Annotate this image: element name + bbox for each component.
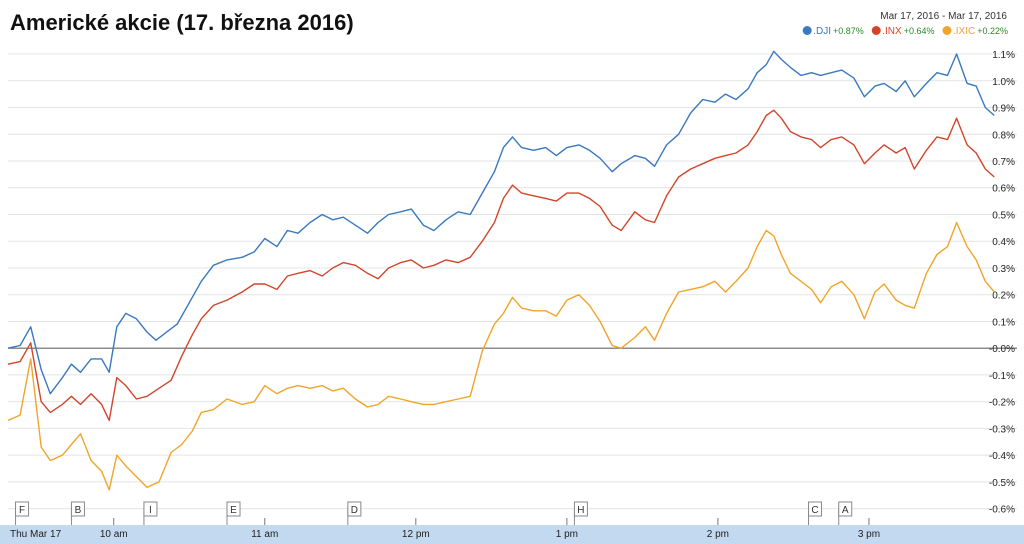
event-flag-box (143, 501, 158, 517)
event-flag-box (347, 501, 362, 517)
y-tick-label: 0.6% (992, 184, 1015, 195)
x-tick-label: Thu Mar 17 (10, 529, 62, 540)
y-tick-label: -0.3% (989, 424, 1015, 435)
y-tick-label: 0.7% (992, 157, 1015, 168)
x-tick-label: 11 am (251, 529, 278, 540)
event-flag-label: B (75, 505, 82, 516)
legend-item-dji: +0.87%.DJI (802, 26, 864, 37)
y-tick-label: 0.5% (992, 210, 1015, 221)
legend-dot (942, 26, 952, 35)
y-tick-label: 0.8% (992, 130, 1015, 141)
event-flag-box (808, 501, 823, 517)
grid-lines (8, 53, 1017, 510)
legend-change: +0.64% (904, 26, 935, 36)
legend-change: +0.87% (833, 26, 864, 36)
legend-change: +0.22% (977, 26, 1008, 36)
legend-item-inx: +0.64%.INX (871, 26, 935, 37)
y-tick-label: -0.5% (989, 478, 1015, 489)
series-lines (7, 50, 995, 491)
event-flag-box (838, 501, 853, 517)
event-flag-box (15, 501, 30, 517)
legend-name: .INX (882, 26, 902, 37)
event-flag: H (573, 501, 588, 525)
series-line-inx (7, 109, 995, 422)
x-tick-label: 1 pm (556, 529, 578, 540)
event-flag-label: C (811, 505, 818, 516)
y-tick-label: 0.4% (992, 237, 1015, 248)
event-flag-label: F (19, 505, 25, 516)
x-tick-label: 10 am (100, 529, 128, 540)
event-flag-label: H (577, 505, 584, 516)
event-flag-label: I (149, 505, 152, 516)
event-flag: B (70, 501, 85, 525)
event-flag-label: A (842, 505, 849, 516)
y-tick-label: 0.1% (992, 317, 1015, 328)
legend: +0.22%.IXIC +0.64%.INX +0.87%.DJI (802, 26, 1008, 37)
event-flag-box (226, 501, 241, 517)
series-line-dji (7, 50, 995, 395)
y-tick-label: 0.9% (992, 104, 1015, 115)
event-flag: E (226, 501, 241, 525)
y-tick-label: -0.6% (989, 505, 1015, 516)
y-tick-label: -0.4% (989, 451, 1015, 462)
y-tick-label: 0.3% (992, 264, 1015, 275)
legend-name: .DJI (813, 26, 831, 37)
event-flag-label: D (351, 505, 358, 516)
series-line-ixic (7, 221, 995, 491)
y-tick-label: -0.2% (989, 398, 1015, 409)
event-flag: F (15, 501, 30, 525)
x-tick-label: 2 pm (707, 529, 729, 540)
event-flag-box (70, 501, 85, 517)
legend-dot (871, 26, 881, 35)
event-flag: I (143, 501, 158, 525)
y-axis-tick-labels: 1.1% 1.0% 0.9% 0.8% 0.7% 0.6% 0.5% 0.4% 0.3% 0.2%… (989, 50, 1015, 516)
chart-title: Americké akcie (17. března 2016) (10, 10, 354, 35)
x-axis-tick-labels: Thu Mar 17 10 am 11 am 12 pm 1 pm 2 pm 3 pm (10, 518, 880, 540)
event-flag: D (347, 501, 362, 525)
date-range: Mar 17, 2016 - Mar 17, 2016 (880, 11, 1007, 22)
legend-name: .IXIC (953, 26, 975, 37)
legend-item-ixic: +0.22%.IXIC (942, 26, 1008, 37)
legend-dot (802, 26, 812, 35)
event-flag: C (808, 501, 823, 525)
event-flag-box (573, 501, 588, 517)
event-flag: A (838, 501, 853, 525)
y-tick-label: 0.2% (992, 291, 1015, 302)
y-tick-label: 1.1% (992, 50, 1015, 61)
x-tick-label: 3 pm (858, 529, 880, 540)
x-tick-label: 12 pm (402, 529, 430, 540)
y-tick-label: 1.0% (992, 77, 1015, 88)
x-axis-bar (0, 525, 1024, 544)
y-tick-label: -0.1% (989, 371, 1015, 382)
event-flag-label: E (230, 505, 237, 516)
y-tick-label: -0.0% (989, 344, 1015, 355)
